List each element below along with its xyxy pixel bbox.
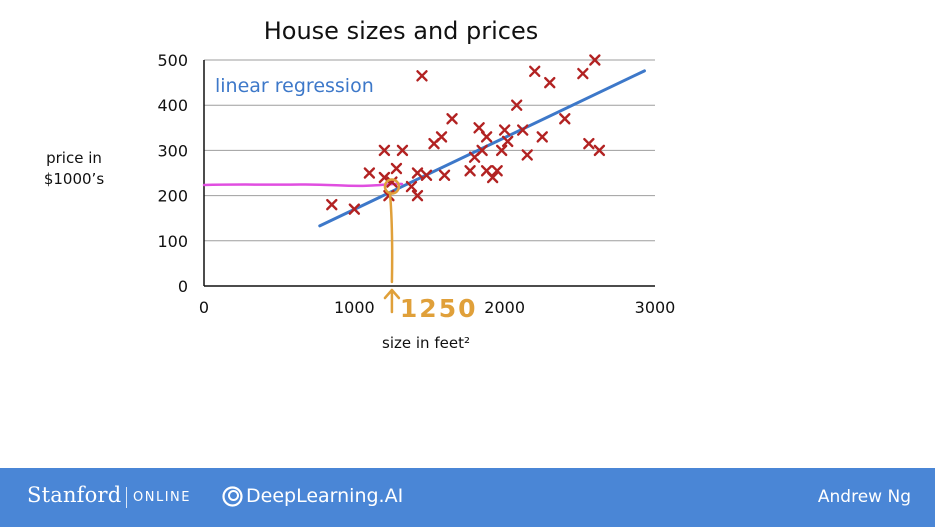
y-axis-label-line2: $1000’s: [44, 170, 104, 188]
data-point: [363, 167, 376, 179]
data-point: [544, 76, 556, 89]
data-point: [416, 70, 428, 82]
data-point: [411, 167, 424, 179]
gridlines: [204, 59, 655, 242]
data-point: [348, 203, 361, 215]
tick-labels: 0 100 200 300 400 500 0 1000 2000 3000: [157, 51, 675, 317]
data-point: [464, 165, 476, 177]
data-point: [577, 67, 589, 80]
x-tick-label: 2000: [484, 298, 525, 317]
deeplearning-logo-icon: [222, 486, 243, 507]
data-point: [420, 169, 433, 181]
y-tick-label: 0: [178, 277, 188, 296]
data-point: [491, 165, 503, 177]
data-point: [510, 99, 523, 111]
y-axis-label-line1: price in: [46, 149, 102, 167]
data-point: [438, 169, 451, 181]
data-point: [473, 122, 485, 134]
data-point: [396, 144, 409, 157]
data-point: [589, 54, 601, 66]
deeplearning-brand: DeepLearning.AI: [246, 485, 404, 507]
y-tick-label: 200: [157, 187, 188, 206]
regression-line: [318, 69, 646, 228]
data-point: [486, 171, 499, 184]
data-point: [411, 189, 424, 202]
data-point: [498, 124, 511, 136]
data-points: [326, 54, 606, 215]
data-point: [501, 135, 514, 148]
data-point: [390, 162, 403, 175]
highlight-drop-line: [388, 191, 394, 284]
data-point: [495, 144, 508, 157]
arrow-up-icon: [383, 288, 401, 314]
y-tick-label: 400: [157, 96, 188, 115]
data-point: [378, 144, 391, 157]
axes: [203, 60, 655, 287]
chart-title: House sizes and prices: [264, 17, 539, 45]
author-name: Andrew Ng: [817, 487, 911, 507]
online-label: ONLINE: [133, 490, 191, 505]
data-point: [529, 65, 541, 77]
scatter-chart: House sizes and prices 01002003004005000…: [44, 17, 676, 352]
x-tick-label: 3000: [635, 298, 676, 317]
data-point: [583, 137, 595, 150]
data-point: [521, 149, 533, 161]
footer-bar: Stanford ONLINE DeepLearning.AI Andrew N…: [0, 468, 935, 527]
x-tick-label: 1000: [334, 298, 375, 317]
data-point: [405, 180, 418, 193]
data-point: [476, 144, 488, 157]
logo-divider: [126, 487, 127, 508]
y-tick-label: 100: [157, 232, 188, 251]
data-point: [517, 124, 529, 136]
regression-label: linear regression: [215, 75, 374, 97]
x-axis-label: size in feet²: [382, 334, 470, 352]
stanford-logo: Stanford: [27, 483, 122, 507]
y-tick-label: 500: [157, 51, 188, 70]
y-tick-label: 300: [157, 141, 188, 160]
data-point: [536, 131, 548, 143]
data-point: [480, 131, 493, 143]
data-point: [559, 113, 571, 125]
freehand-marker-line: [202, 182, 404, 188]
data-point: [435, 131, 448, 143]
annotation-1250: 1250: [383, 178, 478, 323]
annotation-label: 1250: [400, 294, 478, 323]
data-point: [326, 198, 338, 211]
data-point: [593, 144, 606, 157]
x-tick-label: 0: [199, 298, 209, 317]
highlight-circle: [383, 178, 401, 195]
data-point: [446, 113, 458, 125]
